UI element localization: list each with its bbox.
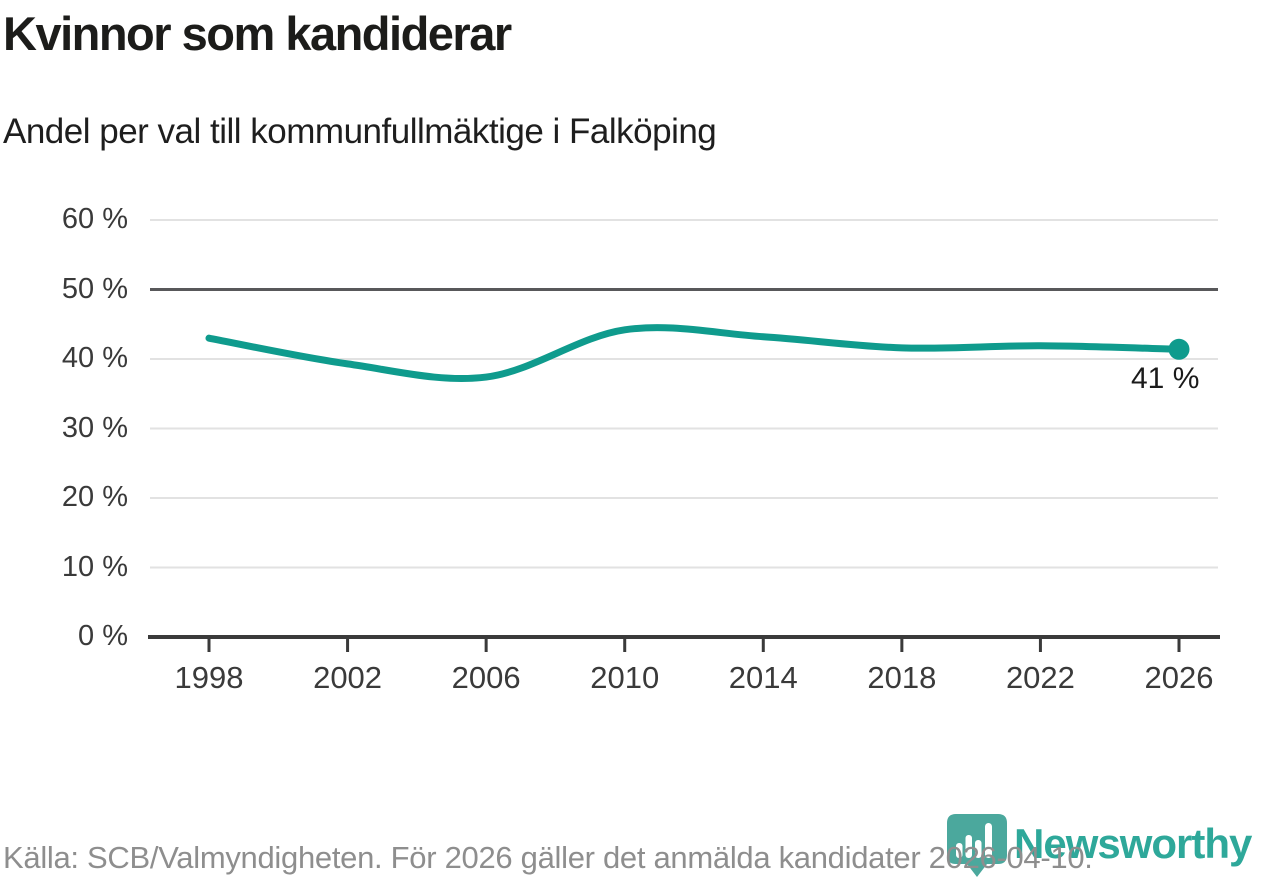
y-axis-tick-label: 0 % bbox=[78, 620, 128, 652]
y-axis-tick-label: 50 % bbox=[61, 272, 128, 305]
x-axis-tick-label: 2006 bbox=[451, 660, 521, 695]
x-axis-tick-label: 2014 bbox=[728, 660, 798, 695]
y-axis-tick-label: 30 % bbox=[61, 411, 128, 444]
y-axis-tick-label: 40 % bbox=[61, 342, 128, 374]
last-point-dot bbox=[1168, 338, 1190, 360]
y-axis-tick-label: 20 % bbox=[61, 481, 128, 513]
page-title: Kvinnor som kandiderar bbox=[3, 7, 512, 60]
data-line bbox=[205, 324, 1183, 383]
x-axis-tick-label: 2022 bbox=[1005, 660, 1075, 695]
x-axis-tick-label: 2002 bbox=[313, 660, 383, 695]
x-axis-tick-label: 1998 bbox=[174, 660, 244, 695]
newsworthy-wordmark: Newsworthy bbox=[1014, 820, 1252, 867]
newsworthy-logo: Newsworthy bbox=[945, 812, 1252, 879]
line-chart bbox=[148, 219, 1220, 652]
last-point-value-label: 41 % bbox=[1131, 362, 1200, 396]
x-axis-tick-label: 2026 bbox=[1144, 660, 1214, 695]
x-axis-tick-label: 2010 bbox=[590, 660, 660, 695]
y-axis-tick-label: 10 % bbox=[61, 550, 128, 583]
x-axis-tick-label: 2018 bbox=[867, 660, 937, 695]
newsworthy-pin-icon bbox=[947, 814, 1007, 877]
page-subtitle: Andel per val till kommunfullmäktige i F… bbox=[3, 112, 717, 151]
source-note: Källa: SCB/Valmyndigheten. För 2026 gäll… bbox=[3, 840, 1093, 875]
y-axis-tick-label: 60 % bbox=[61, 203, 128, 235]
